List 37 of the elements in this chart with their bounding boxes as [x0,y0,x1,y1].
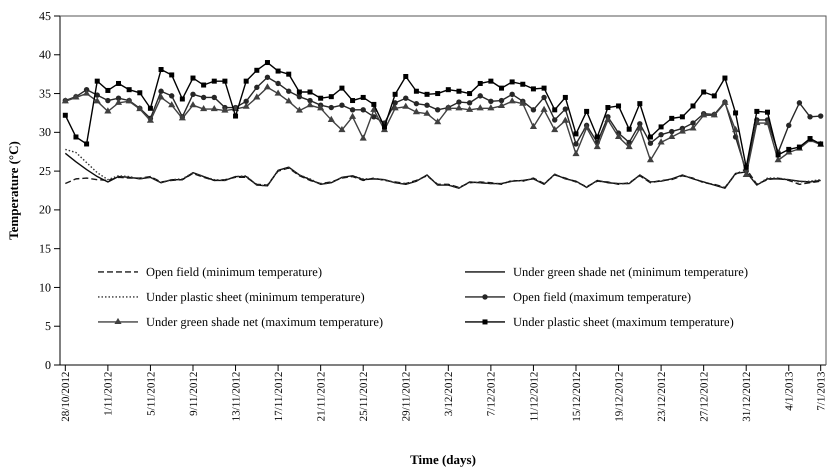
y-tick-label: 5 [45,319,51,334]
x-tick-label: 25/11/2012 [358,372,370,422]
y-tick-label: 0 [45,358,51,372]
y-tick-label: 45 [39,8,51,23]
x-tick-label: 29/11/2012 [400,372,413,422]
x-tick-label: 17/11/2012 [272,372,285,422]
x-tick-label: 21/11/2012 [316,372,328,422]
x-tick-label: 1/11/2012 [102,372,115,416]
y-tick-label: 15 [39,242,51,256]
y-tick-label: 10 [39,280,51,294]
legend-label: Under green shade net (minimum temperature) [513,264,748,279]
y-tick-label: 35 [39,86,51,100]
x-tick-label: 9/11/2012 [188,372,200,416]
x-tick-label: 11/12/2012 [528,372,540,422]
x-tick-label: 19/12/2012 [613,372,626,422]
x-axis-title: Time (days) [410,452,476,467]
y-tick-label: 40 [39,48,51,62]
legend-label: Under plastic sheet (minimum temperature) [146,290,365,304]
x-tick-label: 27/12/2012 [698,372,711,422]
y-axis-title: Temperature (°C) [6,141,21,240]
x-tick-label: 7/12/2012 [486,372,498,416]
legend-label: Open field (maximum temperature) [513,290,692,304]
y-tick-label: 30 [39,125,51,140]
x-tick-label: 7/1/2013 [816,371,828,411]
y-tick-label: 25 [39,164,51,178]
legend-label: Under plastic sheet (maximum temperature) [513,314,734,329]
y-tick-label: 20 [39,202,51,217]
x-tick-label: 28/10/2012 [60,372,72,422]
x-tick-label: 31/12/2012 [741,372,754,422]
legend-label: Under green shade net (maximum temperature) [146,314,384,329]
x-tick-label: 15/12/2012 [570,372,583,422]
x-tick-label: 13/11/2012 [230,372,242,422]
x-tick-label: 5/11/2012 [145,372,158,416]
x-tick-label: 4/1/2013 [784,371,796,411]
x-tick-label: 23/12/2012 [656,372,668,422]
x-tick-label: 3/12/2012 [443,372,456,416]
legend-label: Open field (minimum temperature) [146,264,322,279]
